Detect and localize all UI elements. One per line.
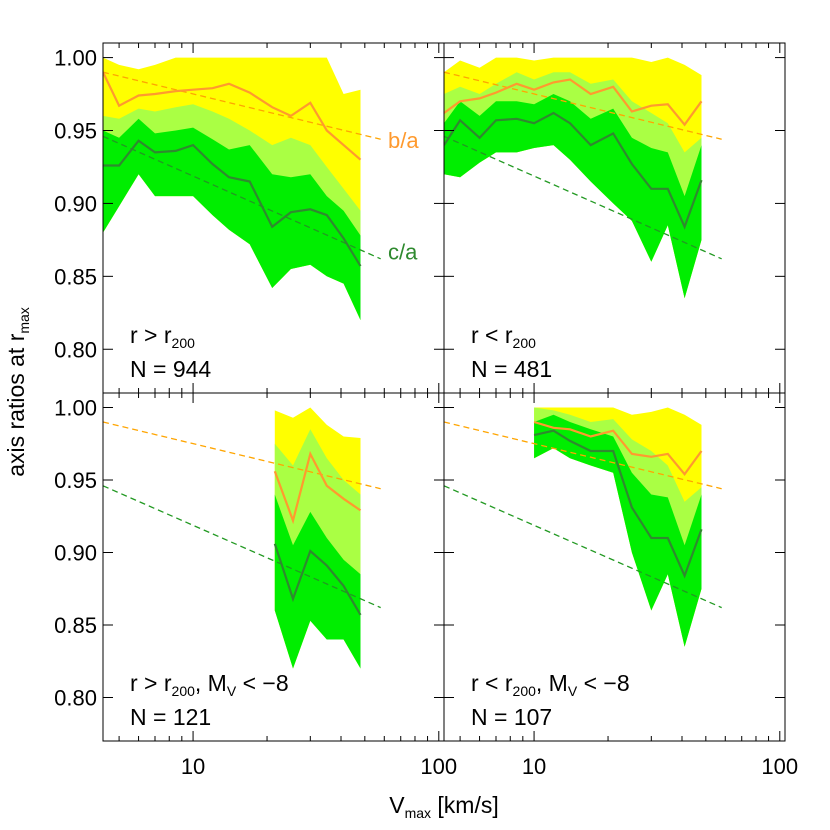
y-tick-label: 0.80 [54, 686, 97, 711]
panel-plot-area [103, 407, 381, 669]
ca-fit-line [103, 485, 381, 609]
panel-top-left: r > r200 N = 944 b/a c/a [102, 42, 445, 394]
axes-text-group: 0.80 0.85 0.90 0.95 1.00 0.80 0.85 0.90 0.95 1.00… [3, 46, 798, 821]
panel-label-count: N = 121 [130, 704, 211, 730]
panel-frame [443, 392, 786, 742]
panel-plot-area [444, 57, 722, 299]
panel-label-region: r > r200 [130, 322, 195, 351]
panels-group: r > r200 N = 944 b/a c/a r < r200 N = 481 r > … [102, 42, 786, 742]
y-tick-label: 0.80 [54, 337, 97, 362]
x-axis-label: Vmax [km/s] [389, 792, 499, 821]
panel-bottom-left: r > r200, MV < −8 N = 121 [102, 392, 445, 742]
panel-label-region: r < r200, MV < −8 [471, 670, 630, 699]
ba-median-line [444, 78, 703, 127]
x-tick-label: 10 [181, 754, 205, 779]
y-tick-label: 0.85 [54, 264, 97, 289]
ba-fit-line [103, 71, 381, 140]
ba-fit-line [444, 71, 722, 140]
x-tick-label: 10 [522, 754, 546, 779]
ca-median-line [444, 111, 703, 230]
ca-median-line [103, 139, 362, 267]
y-tick-label: 0.85 [54, 613, 97, 638]
panel-label-count: N = 107 [471, 704, 552, 730]
ca-median-line [533, 429, 703, 579]
ba-series-label: b/a [388, 128, 419, 153]
panel-label-count: N = 481 [471, 356, 552, 382]
ca-fit-line [444, 485, 722, 609]
y-tick-label: 0.95 [54, 468, 97, 493]
ca-fit-line [444, 135, 722, 260]
band-inner [274, 494, 361, 669]
ba-median-line [273, 450, 362, 525]
panel-bottom-right: r < r200, MV < −8 N = 107 [443, 392, 786, 742]
ba-median-line [103, 71, 362, 161]
band-inner [444, 94, 702, 299]
band-inner [534, 414, 702, 647]
ba-fit-line [444, 421, 722, 490]
panel-plot-area [444, 407, 722, 647]
ca-series-label: c/a [388, 240, 418, 265]
x-tick-label: 100 [761, 754, 798, 779]
ca-fit-line [103, 135, 381, 260]
panel-label-region: r < r200 [471, 322, 536, 351]
y-tick-label: 1.00 [54, 396, 97, 421]
panel-label-region: r > r200, MV < −8 [130, 670, 289, 699]
panel-top-right: r < r200 N = 481 [443, 42, 786, 394]
ca-median-line [273, 543, 362, 616]
band-inner [103, 118, 361, 321]
ba-fit-line [103, 421, 381, 490]
y-tick-label: 0.90 [54, 541, 97, 566]
x-tick-label: 100 [420, 754, 457, 779]
y-tick-label: 0.95 [54, 119, 97, 144]
panel-label-count: N = 944 [130, 356, 211, 382]
y-axis-label: axis ratios at rmax [3, 307, 32, 477]
ba-median-line [533, 420, 703, 476]
y-tick-label: 0.90 [54, 191, 97, 216]
panel-plot-area [103, 57, 381, 321]
y-tick-label: 1.00 [54, 46, 97, 71]
